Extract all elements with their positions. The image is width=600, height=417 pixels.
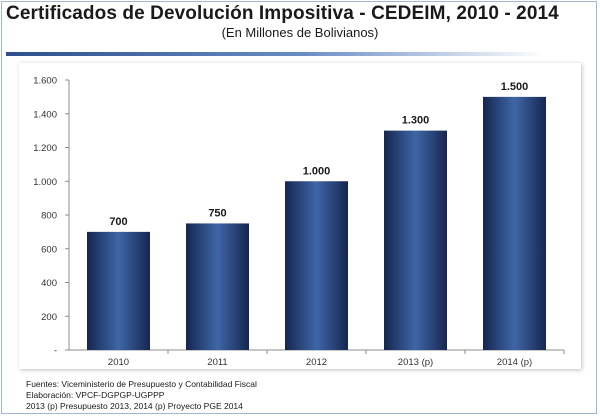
x-tick-label: 2013 (p) <box>398 357 433 368</box>
x-tick-label: 2014 (p) <box>497 357 532 368</box>
y-tick-label: 400 <box>41 278 57 289</box>
y-tick-label: 1.000 <box>33 177 57 188</box>
title-underline <box>6 52 546 56</box>
y-tick-label: 600 <box>41 244 57 255</box>
y-tick-label: 1.600 <box>33 76 57 87</box>
note-sources: Fuentes: Viceministerio de Presupuesto y… <box>26 379 257 389</box>
bar <box>384 130 447 350</box>
bar-value-label: 1.500 <box>501 81 529 93</box>
chart-title: Certificados de Devolución Impositiva - … <box>6 3 559 24</box>
bar-value-label: 1.000 <box>303 165 331 177</box>
x-tick-label: 2011 <box>207 357 227 368</box>
note-projection: 2013 (p) Presupuesto 2013, 2014 (p) Proy… <box>26 401 243 411</box>
chart-subtitle: (En Millones de Bolivianos) <box>221 25 379 40</box>
bar-chart: - 200 400 600 800 1.000 1.200 1.400 1.600 700 2010… <box>33 76 565 368</box>
note-elaboration: Elaboración: VPCF-DGPGP-UGPPP <box>26 390 165 400</box>
y-tick-label: - <box>54 346 57 357</box>
x-tick-label: 2010 <box>108 357 129 368</box>
source-notes: Fuentes: Viceministerio de Presupuesto y… <box>26 379 257 412</box>
chart-panel: - 200 400 600 800 1.000 1.200 1.400 1.600 700 2010… <box>19 63 581 369</box>
bar-value-label: 750 <box>208 207 226 219</box>
bar <box>186 223 249 350</box>
y-tick-label: 200 <box>41 312 57 323</box>
x-tick-label: 2012 <box>306 357 327 368</box>
bar-value-label: 700 <box>109 216 127 228</box>
bar <box>87 231 150 350</box>
bar-value-label: 1.300 <box>402 115 430 127</box>
bar <box>285 181 348 350</box>
y-tick-label: 1.200 <box>33 143 57 154</box>
y-tick-label: 1.400 <box>33 109 57 120</box>
y-tick-label: 800 <box>41 211 57 222</box>
bar <box>483 96 546 350</box>
